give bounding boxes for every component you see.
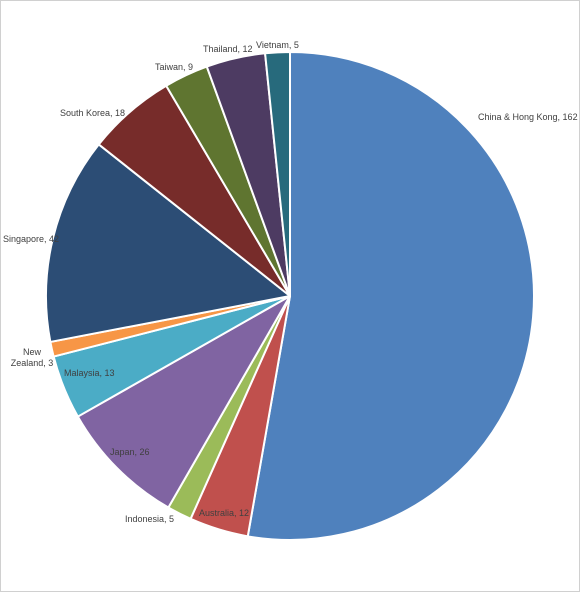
slice-label-japan: Japan, 26	[110, 447, 150, 457]
slice-label-indonesia: Indonesia, 5	[125, 514, 174, 524]
slice-label-south-korea: South Korea, 18	[60, 108, 125, 118]
pie-slices	[45, 51, 535, 541]
slice-label-malaysia: Malaysia, 13	[64, 368, 115, 378]
pie-slice-japan	[76, 295, 291, 509]
pie-slice-singapore	[45, 143, 291, 343]
slice-label-vietnam: Vietnam, 5	[256, 40, 299, 50]
slice-label-australia: Australia, 12	[199, 508, 249, 518]
slice-label-new-zealand: New Zealand, 3	[11, 347, 54, 368]
slice-label-singapore: Singapore, 42	[3, 234, 59, 244]
slice-label-thailand: Thailand, 12	[203, 44, 253, 54]
pie-labels: China & Hong Kong, 162 Australia, 12 Indon…	[3, 40, 578, 524]
slice-label-taiwan: Taiwan, 9	[155, 62, 193, 72]
slice-label-china-hong-kong: China & Hong Kong, 162	[478, 112, 578, 122]
pie-slice-vietnam	[264, 51, 291, 297]
pie-slice-china-hong-kong	[246, 51, 535, 541]
